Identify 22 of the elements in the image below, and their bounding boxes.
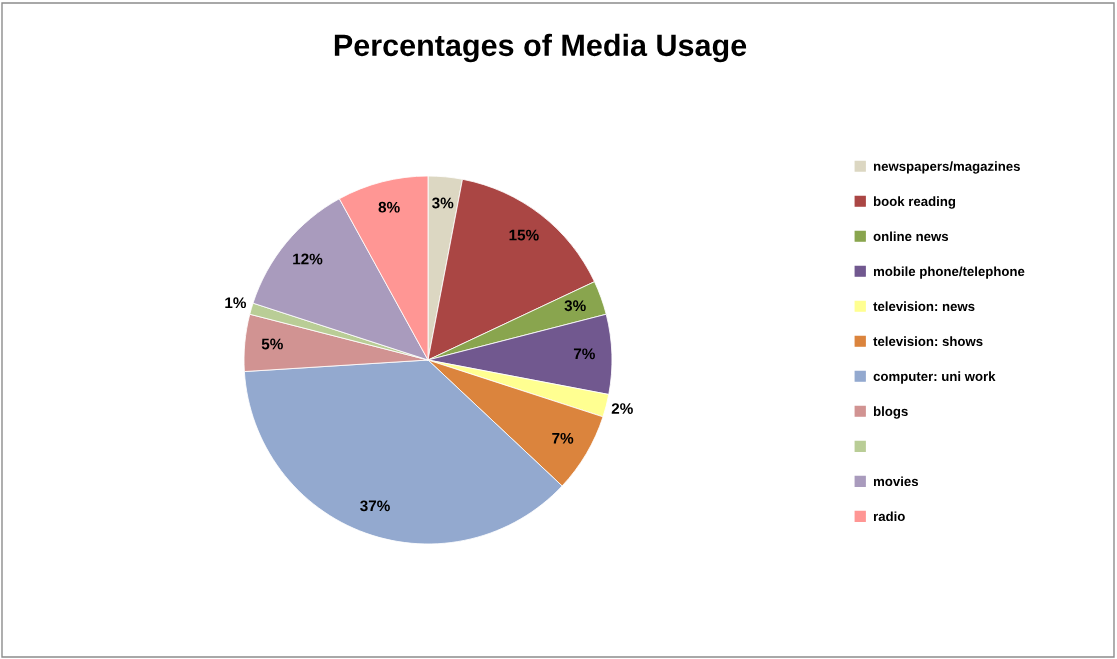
- legend-label: book reading: [873, 196, 956, 209]
- data-label: 8%: [378, 201, 400, 213]
- legend-label: movies: [873, 476, 919, 487]
- legend-label: mobile phone/telephone: [873, 266, 1025, 279]
- chart-title: Percentages of Media Usage: [334, 33, 747, 63]
- data-label: 3%: [564, 300, 586, 312]
- data-label: 1%: [225, 297, 247, 309]
- data-label: 7%: [573, 348, 595, 360]
- legend-label: television: shows: [873, 336, 983, 347]
- legend-label: blogs: [873, 406, 908, 419]
- legend-label: radio: [873, 511, 905, 522]
- legend-label: computer: uni work: [873, 371, 996, 384]
- data-label: 5%: [261, 338, 283, 350]
- legend-label: television: news: [873, 301, 975, 312]
- data-label: 37%: [360, 500, 390, 512]
- legend-label: newspapers/magazines: [873, 161, 1020, 174]
- data-label: 2%: [611, 403, 633, 414]
- data-label: 15%: [509, 229, 539, 241]
- data-label: 3%: [432, 197, 454, 209]
- legend-label: online news: [873, 231, 949, 242]
- data-label: 12%: [293, 253, 323, 265]
- data-label: 7%: [552, 432, 574, 444]
